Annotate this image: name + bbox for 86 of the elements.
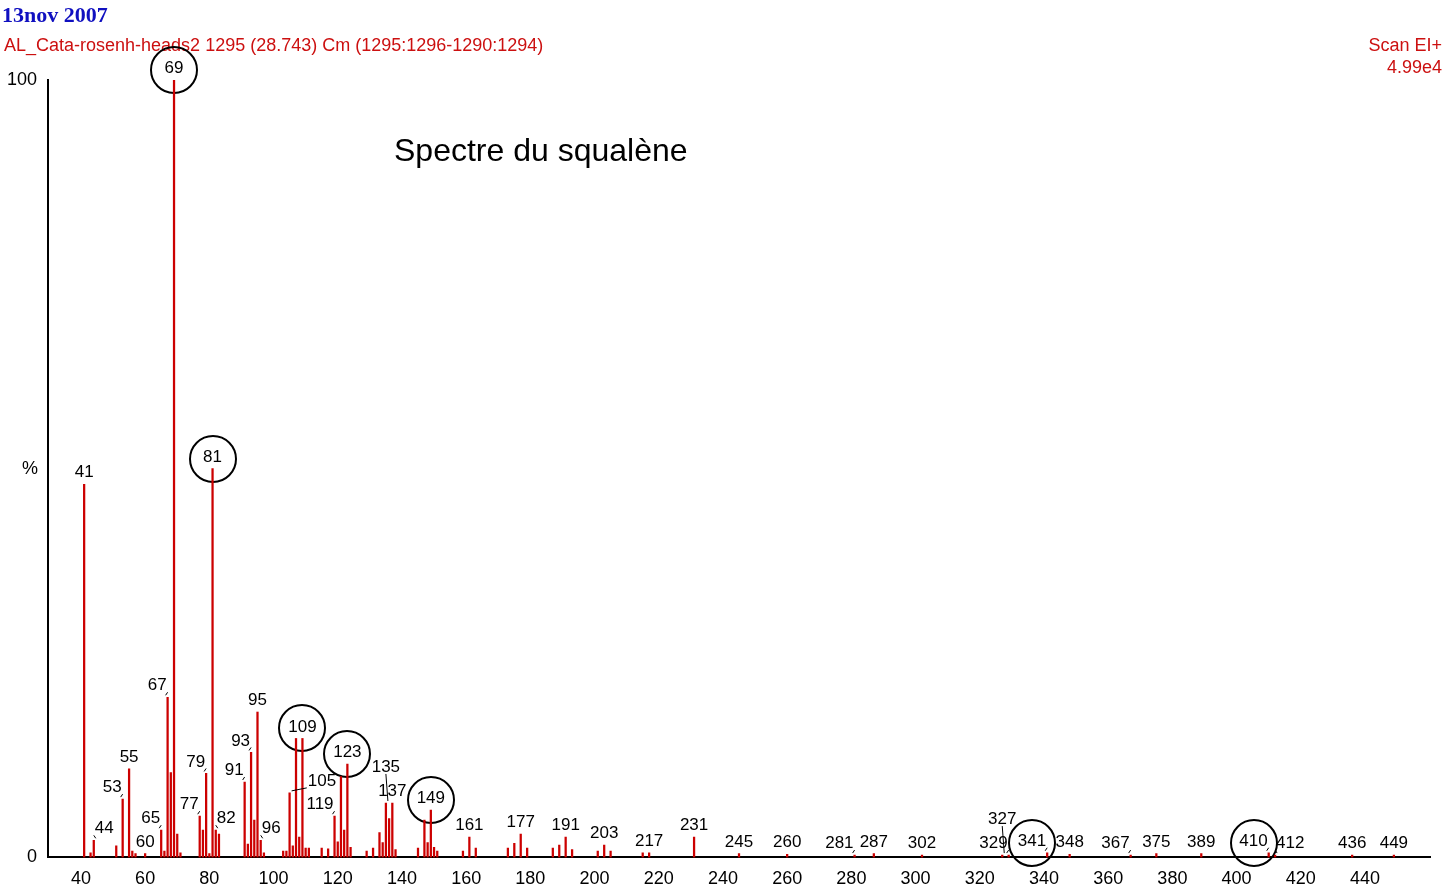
annotation: 53: [102, 777, 122, 797]
annotation: 436: [1337, 833, 1367, 853]
annotation: 341: [1017, 830, 1047, 850]
annotation: 60: [135, 831, 155, 851]
annotation: 135: [371, 757, 401, 777]
bar: [288, 792, 291, 858]
annotation: 119: [306, 794, 334, 814]
annotation: 44: [94, 818, 114, 838]
y-axis-title: %: [22, 457, 39, 478]
x-tick-label: 140: [386, 868, 417, 889]
annotation: 217: [634, 830, 664, 850]
bar: [333, 815, 336, 858]
annotation: 79: [186, 751, 206, 771]
bar: [423, 819, 426, 858]
x-tick-label: 60: [135, 868, 156, 889]
annotation: 95: [248, 690, 267, 710]
y-tick-label: 0: [27, 846, 38, 867]
annotation: 245: [724, 831, 754, 851]
x-tick-label: 180: [515, 868, 546, 889]
annotation: 327: [988, 809, 1017, 829]
annotation: 65: [141, 808, 161, 828]
x-tick-label: 240: [707, 868, 738, 889]
annotation: 67: [147, 675, 167, 695]
x-tick-label: 160: [451, 868, 482, 889]
x-tick-label: 220: [643, 868, 674, 889]
x-tick-label: 280: [836, 868, 867, 889]
annotation: 302: [907, 833, 937, 853]
text: Scan EI+: [1368, 35, 1442, 56]
x-tick-label: 360: [1093, 868, 1124, 889]
annotation: 149: [416, 788, 446, 808]
annotation: 375: [1142, 831, 1171, 851]
x-tick-label: 420: [1285, 868, 1316, 889]
x-tick-label: 100: [258, 868, 289, 889]
x-tick-label: 400: [1221, 868, 1252, 889]
annotation: 203: [590, 823, 619, 843]
annotation: 231: [679, 815, 709, 835]
x-tick-label: 120: [322, 868, 353, 889]
bar: [1046, 852, 1049, 858]
x-tick-label: 40: [70, 868, 91, 889]
bar: [1267, 852, 1270, 858]
bar: [301, 738, 304, 858]
annotation: 77: [179, 794, 199, 814]
x-tick-label: 380: [1157, 868, 1188, 889]
annotation: 69: [164, 58, 184, 78]
bar: [609, 850, 612, 858]
x-tick-label: 260: [772, 868, 803, 889]
bar: [641, 852, 644, 858]
x-tick-label: 80: [199, 868, 220, 889]
annotation: 93: [231, 730, 251, 750]
x-tick-label: 440: [1349, 868, 1381, 889]
annotation: 389: [1187, 831, 1216, 851]
bar: [853, 854, 856, 858]
annotation: 449: [1379, 833, 1409, 853]
annotation: 41: [74, 462, 94, 482]
annotation: 191: [551, 815, 580, 835]
x-tick-label: 200: [579, 868, 610, 889]
bar: [166, 696, 169, 858]
annotation: 82: [216, 808, 236, 828]
x-tick-label: 300: [900, 868, 931, 889]
annotation: 91: [224, 760, 244, 780]
annotation: Spectre du squalène: [394, 132, 688, 169]
annotation: 161: [455, 815, 484, 835]
annotation: 260: [772, 832, 802, 852]
annotation: 123: [333, 742, 362, 762]
x-tick-label: 320: [964, 868, 995, 889]
bar: [648, 852, 651, 858]
annotation: 105: [307, 771, 337, 791]
bar: [211, 468, 214, 858]
annotation: 177: [506, 812, 535, 832]
annotation: 348: [1055, 832, 1084, 852]
bar: [378, 832, 381, 858]
annotation: 367: [1101, 833, 1130, 853]
bar: [346, 763, 349, 858]
bar: [256, 711, 259, 858]
chart-title: 13nov 2007: [2, 2, 108, 28]
annotation: 109: [288, 716, 317, 736]
annotation: 81: [203, 446, 223, 466]
annotation: 96: [261, 818, 281, 838]
annotation: 137: [378, 781, 407, 801]
annotation: 410: [1239, 830, 1268, 850]
chart-subtitle: AL_Cata-rosenh-heads2 1295 (28.743) Cm (1295:1296-1290:1294): [4, 35, 544, 56]
annotation: 281: [825, 833, 854, 853]
annotation: 287: [859, 831, 889, 851]
x-tick-label: 340: [1028, 868, 1059, 889]
text: 4.99e4: [1386, 57, 1442, 78]
annotation: 55: [119, 746, 139, 766]
